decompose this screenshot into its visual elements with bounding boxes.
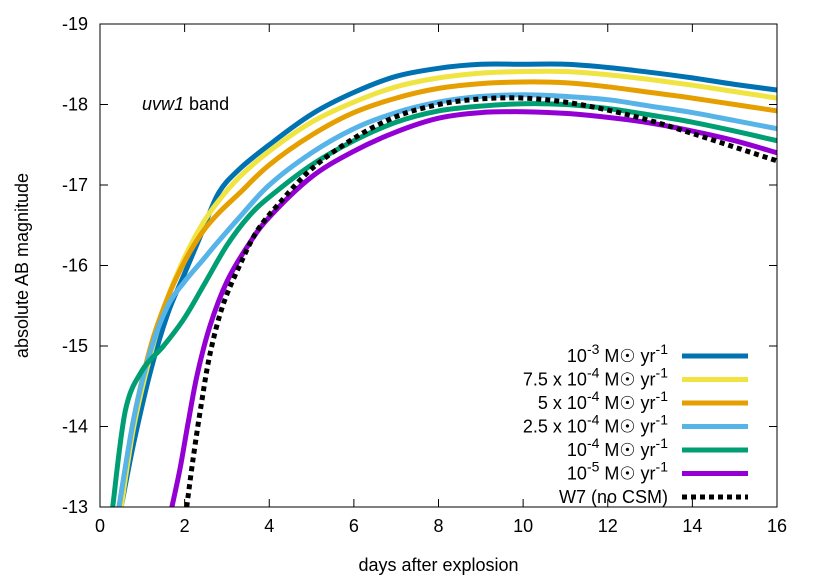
y-tick-label-6: -19: [62, 14, 88, 34]
legend-exponent-0: -3: [587, 341, 600, 357]
x-tick-label-6: 12: [598, 516, 618, 536]
legend-unit-year-5: yr: [636, 464, 656, 484]
y-tick-label-0: -13: [62, 497, 88, 517]
legend-sun-symbol-5: ☉: [619, 464, 635, 484]
legend-unit-exponent-0: -1: [656, 341, 669, 357]
y-axis-label: absolute AB magnitude: [12, 173, 32, 358]
series-line-4: [110, 101, 777, 507]
band-name: uvw1: [142, 94, 184, 114]
y-tick-label-5: -18: [62, 95, 88, 115]
legend-sun-symbol-1: ☉: [619, 370, 635, 390]
series-line-3: [116, 92, 777, 507]
legend-mantissa-0: 10: [567, 346, 587, 366]
legend-unit-4: M: [599, 440, 619, 460]
legend-unit-5: M: [599, 464, 619, 484]
x-tick-label-5: 10: [513, 516, 533, 536]
legend-label-3: 2.5 x 10-4 M☉ yr-1: [523, 412, 668, 437]
y-tick-label-4: -17: [62, 175, 88, 195]
legend-unit-exponent-5: -1: [656, 459, 669, 475]
legend-unit-exponent-1: -1: [656, 365, 669, 381]
series-line-1: [118, 68, 777, 507]
legend: 10-3 M☉ yr-17.5 x 10-4 M☉ yr-15 x 10-4 M…: [523, 341, 748, 507]
legend-mantissa-1: 10: [567, 370, 587, 390]
y-tick-label-2: -15: [62, 336, 88, 356]
legend-mantissa-2: 10: [567, 393, 587, 413]
legend-unit-2: M: [599, 393, 619, 413]
legend-prefix-3: 2.5 x: [523, 417, 567, 437]
legend-exponent-1: -4: [587, 365, 600, 381]
legend-label-1: 7.5 x 10-4 M☉ yr-1: [523, 365, 668, 390]
legend-unit-exponent-3: -1: [656, 412, 669, 428]
legend-unit-0: M: [599, 346, 619, 366]
ticks-layer: 0 2 4 6 8 10 12 14 16 -13 -14 -15 -16 -17 -18 -19: [62, 14, 787, 536]
x-tick-label-2: 4: [264, 516, 274, 536]
legend-exponent-2: -4: [587, 388, 600, 404]
x-axis-label: days after explosion: [358, 555, 518, 575]
series-line-2: [116, 79, 777, 507]
legend-mantissa-3: 10: [567, 417, 587, 437]
legend-label-0: 10-3 M☉ yr-1: [567, 341, 668, 366]
legend-mantissa-4: 10: [567, 440, 587, 460]
series-layer: [110, 61, 777, 507]
series-line-0: [118, 61, 777, 507]
legend-exponent-5: -5: [587, 459, 600, 475]
legend-unit-year-4: yr: [636, 440, 656, 460]
band-annotation: uvw1 band: [142, 94, 229, 114]
legend-sun-symbol-3: ☉: [619, 417, 635, 437]
legend-unit-year-1: yr: [636, 370, 656, 390]
legend-unit-year-3: yr: [636, 417, 656, 437]
x-tick-label-1: 2: [180, 516, 190, 536]
legend-unit-exponent-2: -1: [656, 388, 669, 404]
legend-sun-symbol-2: ☉: [619, 393, 635, 413]
legend-prefix-2: 5 x: [538, 393, 567, 413]
y-tick-label-3: -16: [62, 256, 88, 276]
legend-label-4: 10-4 M☉ yr-1: [567, 435, 668, 460]
legend-sun-symbol-0: ☉: [619, 346, 635, 366]
legend-prefix-6: W7 (no CSM): [559, 487, 668, 507]
x-tick-label-0: 0: [95, 516, 105, 536]
x-tick-label-3: 6: [349, 516, 359, 536]
x-tick-label-7: 14: [682, 516, 702, 536]
x-tick-label-8: 16: [767, 516, 787, 536]
band-suffix: band: [184, 94, 229, 114]
legend-unit-exponent-4: -1: [656, 435, 669, 451]
legend-exponent-3: -4: [587, 412, 600, 428]
legend-unit-year-0: yr: [636, 346, 656, 366]
legend-exponent-4: -4: [587, 435, 600, 451]
legend-label-5: 10-5 M☉ yr-1: [567, 459, 668, 484]
legend-unit-1: M: [599, 370, 619, 390]
legend-sun-symbol-4: ☉: [619, 440, 635, 460]
series-line-6: [184, 95, 777, 507]
legend-prefix-1: 7.5 x: [523, 370, 567, 390]
legend-label-6: W7 (no CSM): [559, 487, 668, 507]
legend-mantissa-5: 10: [567, 464, 587, 484]
x-tick-label-4: 8: [433, 516, 443, 536]
legend-unit-year-2: yr: [636, 393, 656, 413]
y-tick-label-1: -14: [62, 417, 88, 437]
legend-unit-3: M: [599, 417, 619, 437]
series-line-5: [169, 109, 777, 507]
legend-label-2: 5 x 10-4 M☉ yr-1: [538, 388, 668, 413]
